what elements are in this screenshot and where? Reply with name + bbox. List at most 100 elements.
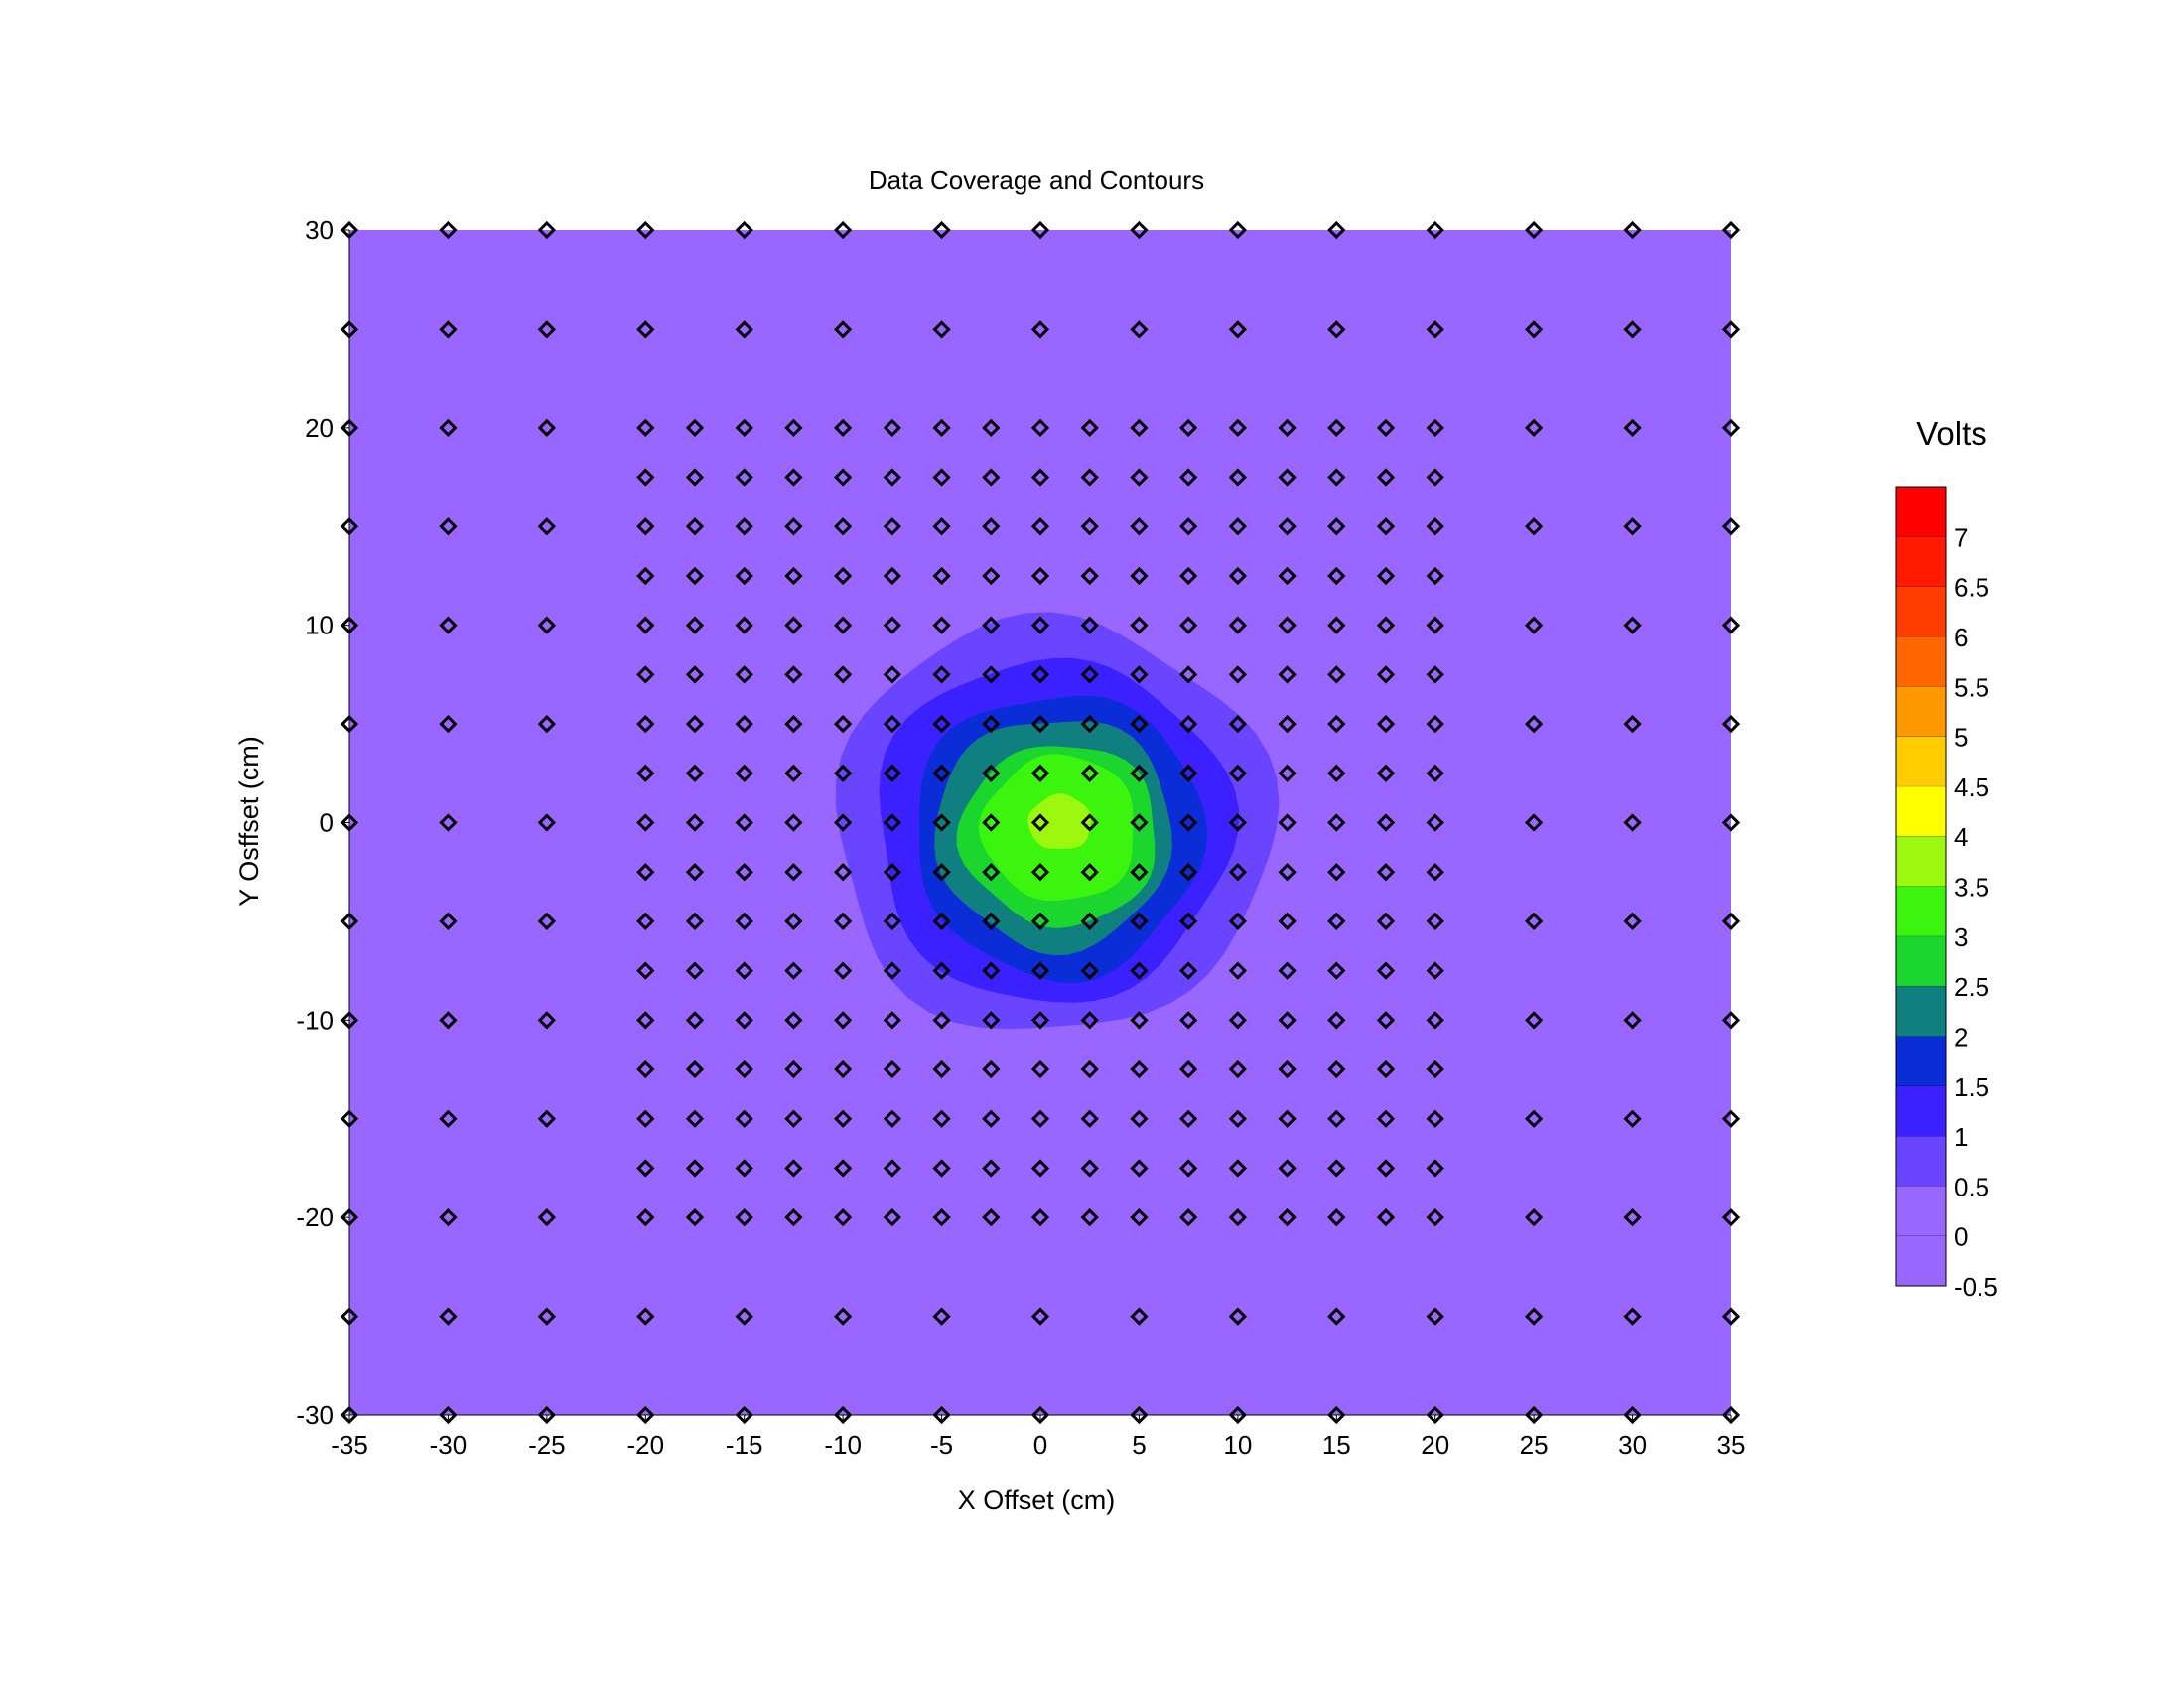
sample-point: [1030, 714, 1050, 734]
sample-point: [1228, 220, 1247, 240]
sample-point: [1228, 320, 1247, 339]
colorbar-label: 3: [1954, 922, 1968, 952]
sample-point: [932, 1159, 951, 1178]
sample-point: [1278, 1159, 1297, 1178]
sample-point: [1327, 665, 1346, 684]
sample-point: [636, 320, 655, 339]
sample-point: [1327, 912, 1346, 931]
sample-point: [1130, 863, 1149, 882]
sample-point: [1228, 764, 1247, 782]
sample-point: [1376, 813, 1396, 832]
sample-point: [1376, 468, 1396, 487]
sample-point: [1376, 665, 1396, 684]
sample-point: [735, 1109, 753, 1128]
sample-point: [439, 320, 458, 339]
sample-point: [982, 517, 1001, 536]
sample-point: [636, 665, 655, 684]
sample-point: [1426, 320, 1444, 339]
sample-point: [1376, 1059, 1396, 1079]
sample-point: [1376, 517, 1396, 536]
sample-point: [1327, 863, 1346, 882]
sample-point: [883, 418, 901, 437]
sample-point: [1179, 714, 1198, 734]
sample-point: [636, 1109, 655, 1128]
sample-point: [1228, 813, 1247, 832]
sample-point: [982, 1059, 1001, 1079]
sample-point: [1525, 220, 1544, 240]
sample-point: [1721, 517, 1741, 536]
sample-point: [636, 566, 655, 586]
sample-point: [1080, 863, 1099, 882]
sample-point: [1525, 1405, 1544, 1425]
sample-point: [883, 616, 901, 634]
sample-point: [883, 517, 901, 536]
sample-point: [685, 616, 705, 634]
sample-point: [1179, 1208, 1198, 1227]
colorbar-label: 3.5: [1954, 873, 1989, 903]
y-tick-label: -10: [296, 1005, 334, 1035]
sample-point: [1376, 1109, 1396, 1128]
colorbar-band: [1896, 1085, 1946, 1137]
sample-point: [932, 320, 951, 339]
sample-point: [834, 616, 853, 634]
sample-point: [1080, 1159, 1099, 1178]
sample-point: [1721, 418, 1741, 437]
sample-point: [834, 1159, 853, 1178]
sample-point: [1327, 418, 1346, 437]
colorbar-band: [1896, 536, 1946, 587]
sample-point: [537, 813, 556, 832]
contour-level-3-5: [1027, 793, 1092, 849]
colorbar-band: [1896, 1186, 1946, 1236]
sample-point: [834, 1011, 853, 1030]
sample-point: [1327, 1405, 1346, 1425]
sample-point: [834, 418, 853, 437]
sample-point: [1376, 566, 1396, 586]
sample-point: [1721, 714, 1741, 734]
sample-point: [1525, 418, 1544, 437]
sample-point: [1426, 961, 1444, 980]
sample-point: [1080, 714, 1099, 734]
sample-point: [1278, 714, 1297, 734]
sample-point: [685, 517, 705, 536]
colorbar-band: [1896, 785, 1946, 837]
sample-point: [1426, 220, 1444, 240]
sample-point: [1030, 1109, 1050, 1128]
colorbar-label: 7: [1954, 522, 1968, 552]
sample-point: [735, 863, 753, 882]
sample-point: [982, 813, 1001, 832]
sample-point: [1080, 517, 1099, 536]
sample-point: [1376, 418, 1396, 437]
sample-point: [537, 1405, 556, 1425]
sample-point: [735, 616, 753, 634]
sample-point: [1376, 961, 1396, 980]
sample-point: [1278, 912, 1297, 931]
sample-point: [1327, 813, 1346, 832]
sample-point: [932, 1011, 951, 1030]
sample-point: [537, 220, 556, 240]
sample-point: [1623, 1208, 1642, 1227]
sample-point: [932, 468, 951, 487]
sample-point: [1623, 320, 1642, 339]
sample-point: [982, 863, 1001, 882]
colorbar-frame: [1895, 486, 1947, 1287]
y-tick-label: 30: [305, 215, 334, 245]
sample-point: [1426, 566, 1444, 586]
sample-point: [735, 468, 753, 487]
sample-point: [784, 468, 803, 487]
sample-point: [932, 616, 951, 634]
sample-point: [883, 468, 901, 487]
sample-point: [1721, 813, 1741, 832]
sample-point: [735, 813, 753, 832]
sample-point: [1278, 418, 1297, 437]
sample-point: [685, 813, 705, 832]
sample-point: [1278, 665, 1297, 684]
sample-point: [1623, 912, 1642, 931]
sample-point: [439, 714, 458, 734]
sample-point: [1030, 1307, 1050, 1326]
sample-point: [1327, 1109, 1346, 1128]
sample-point: [1130, 1405, 1149, 1425]
sample-point: [1327, 961, 1346, 980]
sample-point: [1623, 813, 1642, 832]
sample-point: [735, 1208, 753, 1227]
sample-point: [439, 1208, 458, 1227]
